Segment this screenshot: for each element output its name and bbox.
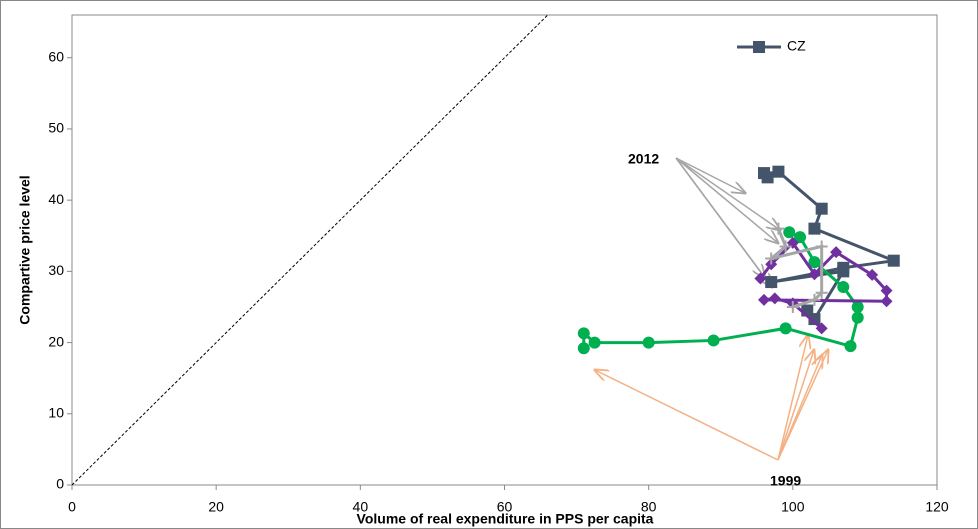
marker [765, 252, 778, 265]
x-axis-label: Volume of real expenditure in PPS per ca… [357, 511, 654, 527]
marker [837, 281, 850, 294]
x-tick-label: 60 [497, 499, 513, 515]
marker [588, 336, 601, 349]
x-tick-label: 40 [353, 499, 369, 515]
x-tick-label: 20 [208, 499, 224, 515]
marker [880, 295, 893, 308]
x-tick-label: 0 [68, 499, 76, 515]
marker [851, 300, 864, 313]
marker [707, 334, 720, 347]
legend-marker [753, 41, 765, 53]
marker [577, 342, 590, 355]
y-tick-label: 10 [48, 404, 64, 420]
x-tick-label: 80 [641, 499, 657, 515]
marker [772, 165, 785, 178]
arrow [675, 157, 772, 287]
marker [808, 293, 821, 306]
x-tick-label: 120 [925, 499, 949, 515]
series-line [582, 230, 860, 349]
annotation: 1999 [770, 473, 801, 489]
marker [772, 222, 785, 235]
marker [786, 300, 799, 313]
marker [815, 286, 828, 299]
marker [851, 311, 864, 324]
series-line [762, 169, 900, 322]
arrow [675, 157, 745, 193]
annotation: 2012 [628, 151, 659, 167]
marker [758, 167, 770, 180]
y-tick-label: 40 [48, 191, 64, 207]
marker [577, 327, 590, 340]
marker [765, 276, 778, 289]
marker [779, 240, 792, 253]
marker [754, 272, 767, 285]
x-tick-label: 100 [781, 499, 805, 515]
marker [758, 293, 770, 306]
marker [844, 340, 857, 353]
marker [815, 202, 828, 215]
marker [783, 226, 796, 239]
y-tick-label: 30 [48, 262, 64, 278]
marker [808, 222, 821, 235]
marker [779, 322, 792, 335]
marker [830, 246, 843, 259]
marker [815, 240, 828, 253]
y-tick-label: 60 [48, 48, 64, 64]
arrow [595, 370, 779, 461]
marker [808, 268, 821, 281]
marker [880, 284, 893, 297]
marker [808, 256, 821, 269]
diagonal [71, 14, 549, 486]
marker [808, 313, 821, 326]
arrow [777, 350, 814, 461]
marker [794, 231, 807, 244]
y-axis-label: Compartive price level [17, 175, 33, 324]
marker [837, 261, 850, 274]
legend-label: CZ [787, 38, 806, 54]
arrow [675, 157, 780, 230]
y-tick-label: 50 [48, 120, 64, 136]
marker [866, 268, 879, 281]
marker [815, 322, 828, 335]
arrow [675, 157, 778, 243]
arrow [777, 350, 828, 461]
arrow [777, 335, 808, 461]
marker [887, 254, 900, 267]
y-tick-label: 0 [56, 476, 64, 492]
marker [768, 292, 781, 305]
marker [642, 336, 655, 349]
y-tick-label: 20 [48, 333, 64, 349]
